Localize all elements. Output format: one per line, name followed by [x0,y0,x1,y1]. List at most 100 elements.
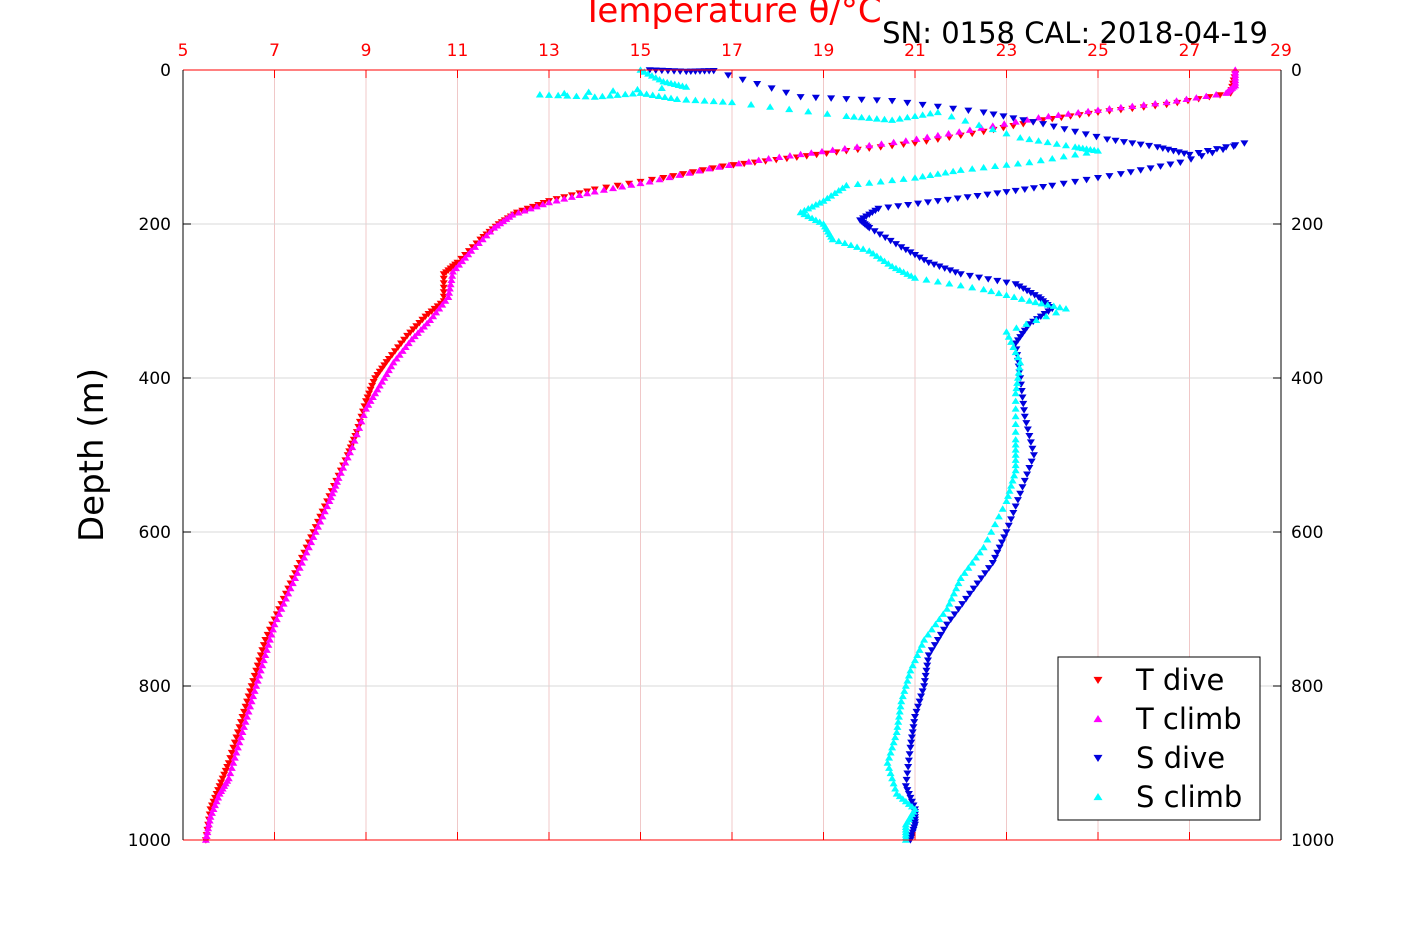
data-point [395,351,404,358]
data-point [357,418,366,425]
data-point [965,590,974,598]
data-point [380,362,389,369]
data-point [728,98,736,106]
data-point [272,615,281,623]
data-point [853,180,862,188]
data-point [859,245,868,252]
data-point [232,734,241,741]
data-point [817,147,826,155]
data-point [906,249,915,256]
data-point [599,186,608,193]
data-point [904,791,913,798]
data-point [724,72,733,79]
data-point [853,143,862,150]
data-point [563,92,572,99]
data-point [994,513,1003,520]
data-point [309,533,318,540]
data-point [1022,420,1031,427]
data-point [419,323,428,330]
data-point [979,163,988,171]
data-point [881,234,890,242]
data-point [883,759,892,766]
data-point [682,96,691,103]
data-point [885,754,894,761]
data-point [341,459,350,466]
data-point [815,199,824,206]
data-point [904,201,913,209]
data-point [796,208,805,216]
data-point [366,386,375,394]
data-point [987,528,996,535]
data-point [409,326,418,333]
data-point [945,280,954,287]
data-point [922,276,931,283]
data-point [448,272,457,279]
legend-label: S dive [1136,741,1225,775]
data-point [368,382,377,390]
data-point [633,85,642,93]
data-point [1146,165,1155,172]
data-point [426,316,435,324]
data-point [439,271,448,278]
data-point [1040,311,1049,318]
data-point [240,723,248,730]
data-point [205,817,214,824]
data-point [955,128,964,135]
data-point [1034,114,1043,121]
x-top-tick-label: 19 [813,41,835,61]
series-s-dive [645,67,1249,844]
data-point [226,769,235,777]
data-point [1060,126,1069,133]
data-point [259,656,268,664]
data-point [229,744,238,752]
data-point [901,682,910,689]
x-top-tick-label: 15 [630,41,652,61]
data-point [945,600,954,607]
data-point [429,312,438,320]
data-point [609,87,618,94]
data-point [458,257,467,265]
data-point [1128,140,1137,147]
data-point [975,274,984,281]
data-point [1203,148,1212,155]
data-point [1185,151,1194,159]
data-point [923,657,932,664]
data-point [538,200,547,208]
data-point [1172,97,1181,104]
data-point [963,194,972,201]
data-point [446,280,455,288]
data-point [1013,353,1022,361]
data-point [673,95,682,103]
data-point [403,332,412,340]
data-point [375,368,384,376]
data-point [943,621,952,628]
data-point [336,469,345,476]
data-point [840,144,849,152]
data-point [988,125,997,133]
data-point [718,163,727,170]
data-point [933,131,942,139]
legend-label: S climb [1136,780,1242,814]
data-point [904,764,913,771]
data-point [1044,308,1053,315]
data-point [1027,458,1036,466]
data-point [291,574,300,581]
data-point [857,96,866,104]
data-point [933,278,942,285]
data-point [949,167,958,175]
data-point [906,667,915,674]
data-point [1025,158,1034,166]
data-point [1039,183,1048,191]
data-point [1136,167,1145,174]
data-point [1002,291,1011,299]
data-point [892,728,901,735]
data-point [416,326,425,333]
data-point [926,110,935,117]
data-point [901,137,910,144]
x-top-tick-label: 25 [1087,41,1109,61]
data-point [1044,112,1053,120]
data-point [910,719,919,726]
data-point [975,121,984,128]
y-right-tick-label: 800 [1291,677,1323,697]
data-point [445,289,454,296]
